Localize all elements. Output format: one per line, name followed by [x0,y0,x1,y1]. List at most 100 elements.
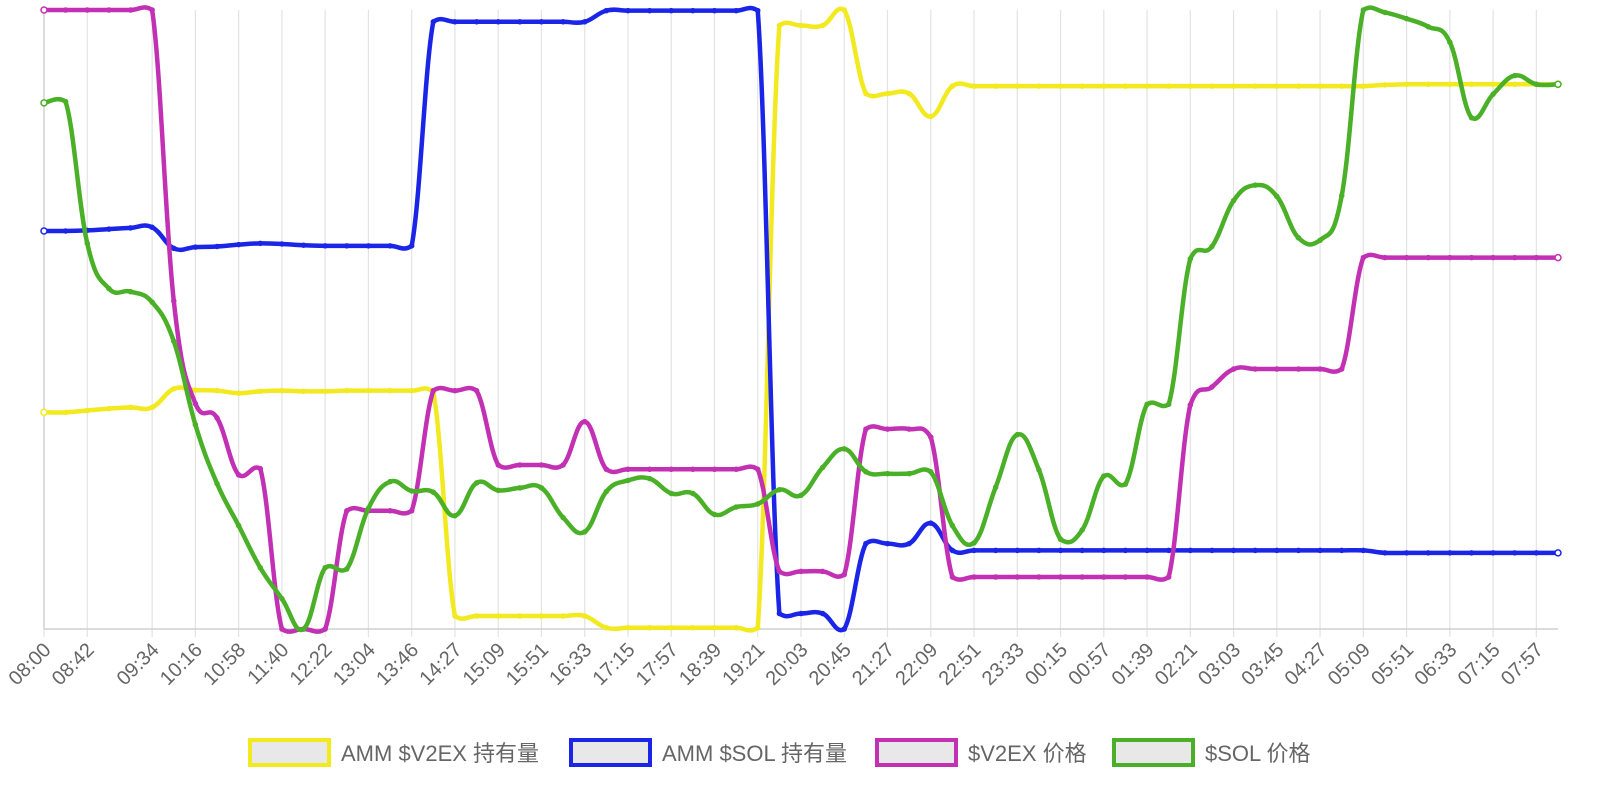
data-point [992,484,999,490]
data-point [387,387,393,394]
data-point [1079,574,1085,580]
data-point [408,243,415,249]
data-point [214,480,220,487]
data-point [1468,550,1475,556]
data-point [625,477,631,484]
data-point [1403,15,1410,22]
data-point [646,7,653,14]
x-tick-label: 11:40 [244,639,294,689]
legend-label: $V2EX 价格 [968,741,1087,766]
x-tick-label: 07:57 [1497,639,1548,690]
data-point [1036,574,1042,580]
data-point [365,505,372,512]
data-point [40,99,48,107]
data-point [1360,254,1367,261]
data-point [1317,547,1323,554]
data-point [625,625,631,631]
data-point [863,469,869,475]
data-point [581,529,588,535]
data-point [473,613,480,619]
data-point [668,625,674,631]
data-point [1057,547,1064,554]
series-4 [40,5,1562,633]
data-point [214,387,220,394]
data-point [690,625,696,631]
data-point [754,7,761,14]
legend-item: AMM $V2EX 持有量 [248,738,539,767]
data-point [235,241,242,248]
data-point [646,475,653,482]
data-point [1036,83,1042,89]
data-point [949,574,956,580]
data-point [1338,547,1345,554]
data-point [992,574,999,580]
data-point [754,501,761,507]
data-point [1014,83,1021,89]
data-point [430,19,437,25]
data-point [538,485,545,491]
data-point [1554,80,1562,89]
data-point [1101,83,1107,89]
legend-label: AMM $SOL 持有量 [662,741,847,766]
data-point [581,19,588,25]
data-point [1533,550,1540,556]
data-point [819,464,826,471]
data-point [322,626,328,632]
data-point [863,540,869,547]
x-tick-label: 23:33 [978,639,1029,690]
data-point [690,466,696,473]
data-point [1144,574,1150,580]
data-point [149,224,155,231]
data-point [971,540,977,546]
data-point [1447,81,1453,88]
data-point [1274,366,1280,372]
data-point [1490,550,1496,556]
data-point [279,241,285,247]
data-point [906,90,912,97]
data-point [192,421,199,428]
data-point [127,404,134,411]
data-point [819,568,826,575]
data-point [84,407,91,414]
data-point [300,242,307,248]
data-point [798,610,804,617]
data-point [214,415,220,421]
data-point [430,489,437,495]
data-point [1036,547,1042,554]
data-point [149,299,155,305]
x-tick-label: 03:45 [1237,639,1288,690]
data-point [819,610,826,617]
data-point [517,462,523,468]
data-point [906,540,912,547]
data-point [1425,23,1431,30]
data-point [928,520,934,526]
data-point [1360,83,1367,89]
data-point [1101,473,1107,479]
data-point [279,626,285,632]
data-point [581,418,588,425]
data-point [690,7,696,14]
data-point [1209,83,1215,89]
x-tick-label: 15:51 [502,639,553,690]
data-point [625,7,631,14]
data-point [387,508,393,514]
data-point [798,492,804,499]
data-point [473,480,480,486]
legend-swatch [248,738,331,767]
data-point [1165,401,1172,408]
data-point [798,22,804,29]
data-point [668,490,674,497]
data-point [668,7,674,14]
x-tick-label: 13:04 [329,639,380,690]
data-point [235,472,242,478]
data-point [452,512,458,519]
data-point [127,288,134,295]
data-point [517,613,523,619]
data-point [711,7,718,14]
data-point [62,409,69,416]
data-point [192,400,199,407]
data-point [300,388,307,395]
data-point [1554,549,1562,557]
x-tick-label: 20:03 [762,639,813,690]
data-point [408,508,415,514]
